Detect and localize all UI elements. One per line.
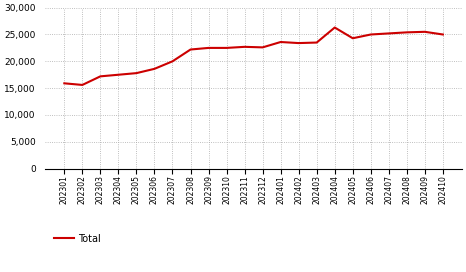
Legend: Total: Total [50, 230, 105, 248]
